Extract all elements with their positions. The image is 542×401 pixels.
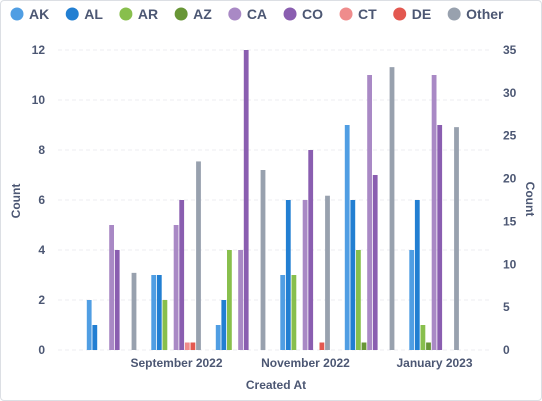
left-axis-title: Count: [9, 184, 23, 219]
left-tick-label: 8: [38, 143, 45, 157]
legend-dot: [65, 7, 79, 21]
legend-dot: [393, 7, 407, 21]
legend-item: AZ: [174, 6, 212, 22]
legend-item: CA: [228, 6, 267, 22]
bar-ar-2: [227, 250, 232, 350]
bar-ak-1: [151, 275, 157, 350]
left-tick-label: 6: [38, 193, 45, 207]
bars: [86, 50, 459, 351]
legend-label: CA: [247, 6, 267, 22]
x-axis-ticks: September 2022 November 2022 January 2023: [130, 356, 472, 370]
bar-other-3: [325, 195, 330, 350]
right-axis-ticks: 0 5 10 15 20 25 30 35: [503, 43, 517, 357]
right-axis-title: Count: [523, 182, 537, 217]
legend-label: AL: [84, 6, 103, 22]
bar-de-1: [190, 342, 196, 350]
legend-item: Other: [447, 6, 504, 22]
bar-al-0: [92, 325, 98, 350]
bar-ak-5: [409, 250, 415, 350]
bar-ar-1: [162, 300, 168, 350]
left-tick-label: 2: [38, 293, 45, 307]
legend-dot: [174, 7, 188, 21]
gridlines: [58, 49, 490, 351]
left-tick-label: 10: [32, 93, 46, 107]
legend-item: AL: [65, 6, 103, 22]
right-tick-label: 35: [503, 43, 517, 57]
left-tick-label: 4: [38, 243, 45, 257]
legend-dot: [228, 7, 242, 21]
legend-dot: [339, 7, 353, 21]
bar-ca-5: [431, 75, 437, 350]
legend-item: DE: [393, 6, 431, 22]
bar-other-1: [196, 161, 201, 350]
legend-item: AK: [10, 6, 49, 22]
bar-ak-4: [344, 125, 350, 350]
x-tick-label: September 2022: [130, 356, 222, 370]
bar-ca-0: [109, 225, 114, 350]
bar-ca-2: [238, 250, 243, 350]
x-tick-label: January 2023: [396, 356, 472, 370]
bar-ct-1: [184, 342, 190, 350]
legend-dot: [119, 7, 133, 21]
bar-ak-2: [215, 325, 221, 350]
bar-other-5: [454, 127, 459, 351]
bar-other-4: [389, 67, 395, 351]
right-tick-label: 5: [503, 300, 510, 314]
right-tick-label: 0: [503, 343, 510, 357]
left-tick-label: 12: [32, 43, 46, 57]
legend-label: CO: [302, 6, 323, 22]
bar-al-5: [414, 200, 420, 350]
bar-ak-3: [280, 275, 286, 350]
legend: AK AL AR AZ CA CO CT DE Other: [10, 6, 504, 22]
bar-de-3: [319, 342, 325, 350]
bar-al-2: [221, 300, 227, 350]
right-tick-label: 20: [503, 172, 517, 186]
bar-co-4: [372, 175, 378, 350]
bar-ca-4: [367, 75, 372, 350]
legend-item: CT: [339, 6, 377, 22]
legend-item: AR: [119, 6, 158, 22]
bar-other-0: [131, 272, 137, 350]
legend-label: AZ: [193, 6, 212, 22]
legend-label: DE: [412, 6, 431, 22]
bar-az-5: [426, 342, 431, 350]
bar-co-1: [179, 200, 185, 350]
bar-co-0: [114, 250, 120, 350]
bar-az-4: [361, 342, 367, 350]
bar-al-3: [285, 200, 291, 350]
legend-dot: [447, 7, 461, 21]
legend-label: AK: [29, 6, 49, 22]
legend-dot: [10, 7, 24, 21]
legend-label: AR: [138, 6, 158, 22]
legend-item: CO: [283, 6, 323, 22]
legend-label: Other: [466, 6, 504, 22]
bar-ar-4: [356, 250, 361, 350]
bar-co-2: [243, 50, 249, 350]
legend-dot: [283, 7, 297, 21]
left-axis-ticks: 0 2 4 6 8 10 12: [32, 43, 46, 357]
bar-ak-0: [86, 300, 92, 350]
right-tick-label: 15: [503, 214, 517, 228]
bar-al-1: [156, 275, 162, 350]
bar-ar-5: [420, 325, 426, 350]
right-tick-label: 10: [503, 257, 517, 271]
bar-ca-3: [302, 200, 308, 350]
bar-al-4: [350, 200, 356, 350]
right-tick-label: 25: [503, 129, 517, 143]
x-tick-label: November 2022: [261, 356, 350, 370]
left-tick-label: 0: [38, 343, 45, 357]
bar-other-2: [260, 170, 266, 350]
bar-co-5: [437, 125, 443, 350]
bar-ar-3: [291, 275, 297, 350]
bar-co-3: [308, 150, 314, 350]
legend-label: CT: [358, 6, 377, 22]
bar-ca-1: [173, 225, 179, 350]
right-tick-label: 30: [503, 86, 517, 100]
x-axis-title: Created At: [246, 378, 306, 392]
